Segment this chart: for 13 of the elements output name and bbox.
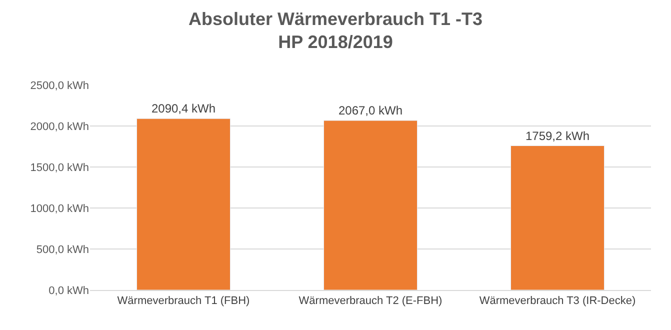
y-tick-label: 0,0 kWh bbox=[48, 284, 89, 297]
data-label: 1759,2 kWh bbox=[525, 128, 590, 143]
y-tick-label: 1500,0 kWh bbox=[30, 162, 89, 174]
y-tick-label: 1000,0 kWh bbox=[30, 202, 89, 215]
chart-title: Absoluter Wärmeverbrauch T1 -T3 HP 2018/2019 bbox=[188, 8, 483, 52]
x-tick-label: Wärmeverbrauch T2 (E-FBH) bbox=[298, 295, 442, 308]
data-label: 2067,0 kWh bbox=[338, 104, 403, 118]
y-tick-label: 500,0 kWh bbox=[36, 244, 89, 256]
x-tick-label: Wärmeverbrauch T3 (IR-Decke) bbox=[479, 295, 636, 308]
y-tick-label: 2500,0 kWh bbox=[30, 80, 89, 92]
x-tick-label: Wärmeverbrauch T1 (FBH) bbox=[117, 295, 250, 308]
y-tick-label: 2000,0 kWh bbox=[30, 120, 89, 133]
data-label: 2090,4 kWh bbox=[151, 102, 216, 116]
